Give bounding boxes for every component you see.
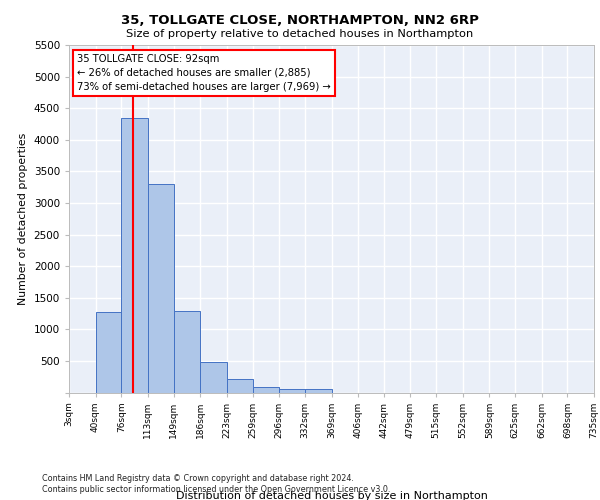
Bar — [279, 388, 305, 392]
Text: 35, TOLLGATE CLOSE, NORTHAMPTON, NN2 6RP: 35, TOLLGATE CLOSE, NORTHAMPTON, NN2 6RP — [121, 14, 479, 27]
Y-axis label: Number of detached properties: Number of detached properties — [18, 132, 28, 305]
Bar — [174, 311, 200, 392]
Bar — [148, 184, 174, 392]
Bar — [305, 388, 331, 392]
Text: Size of property relative to detached houses in Northampton: Size of property relative to detached ho… — [127, 29, 473, 39]
Bar — [95, 312, 121, 392]
Text: Contains HM Land Registry data © Crown copyright and database right 2024.
Contai: Contains HM Land Registry data © Crown c… — [42, 474, 391, 494]
Bar — [253, 387, 279, 392]
Text: 35 TOLLGATE CLOSE: 92sqm
← 26% of detached houses are smaller (2,885)
73% of sem: 35 TOLLGATE CLOSE: 92sqm ← 26% of detach… — [77, 54, 331, 92]
Bar — [121, 118, 148, 392]
X-axis label: Distribution of detached houses by size in Northampton: Distribution of detached houses by size … — [176, 490, 487, 500]
Bar — [227, 379, 253, 392]
Bar — [200, 362, 227, 392]
